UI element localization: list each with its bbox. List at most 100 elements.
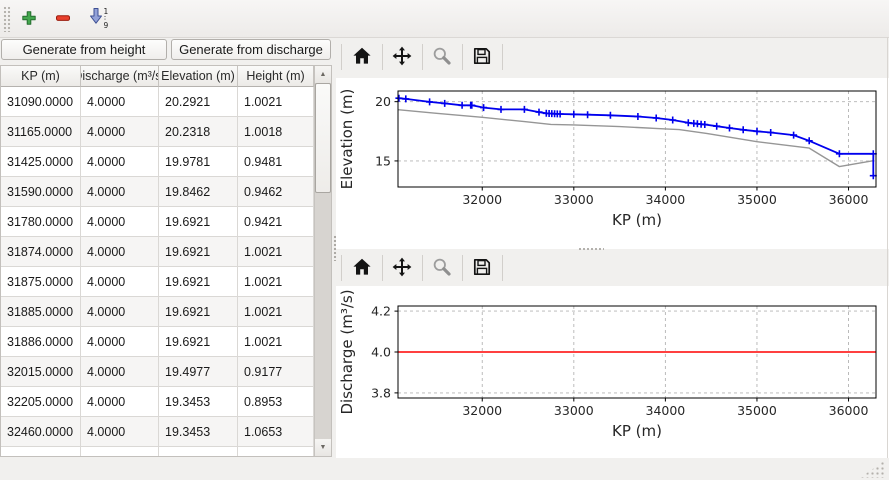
table-row[interactable]: 31874.0000 4.0000 19.6921 1.0021: [1, 237, 314, 267]
column-header[interactable]: KP (m): [1, 66, 81, 87]
table-cell[interactable]: 1.0021: [238, 267, 314, 297]
table-cell[interactable]: 4.0000: [81, 177, 159, 207]
table-cell[interactable]: 4.0000: [81, 357, 159, 387]
table-cell[interactable]: 4.0000: [81, 417, 159, 447]
table-row[interactable]: 31885.0000 4.0000 19.6921 1.0021: [1, 297, 314, 327]
table-cell[interactable]: 31885.0000: [1, 297, 81, 327]
table-row[interactable]: 32460.0000 4.0000 19.3453 1.0653: [1, 417, 314, 447]
table-cell[interactable]: 31875.0000: [1, 267, 81, 297]
table-cell[interactable]: 0.9177: [238, 357, 314, 387]
table-cell[interactable]: 4.0000: [81, 87, 159, 117]
separator: [502, 255, 503, 281]
table-cell: [238, 447, 314, 456]
table-cell[interactable]: 4.0000: [81, 237, 159, 267]
table-cell[interactable]: 20.2318: [159, 117, 238, 147]
table-cell[interactable]: 32015.0000: [1, 357, 81, 387]
table-cell[interactable]: 31780.0000: [1, 207, 81, 237]
table-cell[interactable]: 19.3453: [159, 387, 238, 417]
table-cell[interactable]: 1.0021: [238, 87, 314, 117]
table-cell[interactable]: 19.3453: [159, 417, 238, 447]
save-button[interactable]: [468, 42, 496, 72]
column-header[interactable]: Discharge (m³/s): [81, 66, 159, 87]
y-axis-label: Elevation (m): [338, 89, 356, 190]
table-cell[interactable]: 19.6921: [159, 207, 238, 237]
table-cell[interactable]: 19.6921: [159, 237, 238, 267]
x-tick-label: 32000: [462, 192, 502, 207]
right-panel-edge: [887, 37, 888, 458]
table-cell[interactable]: 4.0000: [81, 387, 159, 417]
discharge-chart-canvas[interactable]: 32000 33000 34000 35000 36000 3.8 4.0 4.2 KP (m)…: [336, 286, 889, 455]
table-cell[interactable]: 19.4977: [159, 357, 238, 387]
table-cell[interactable]: 4.0000: [81, 327, 159, 357]
table-cell[interactable]: 31590.0000: [1, 177, 81, 207]
table-row[interactable]: 31165.0000 4.0000 20.2318 1.0018: [1, 117, 314, 147]
table-cell[interactable]: 19.9781: [159, 147, 238, 177]
home-button[interactable]: [348, 253, 376, 283]
add-row-button[interactable]: [16, 6, 42, 32]
table-row[interactable]: 32205.0000 4.0000 19.3453 0.8953: [1, 387, 314, 417]
window-resize-grip[interactable]: [860, 461, 884, 478]
table-cell[interactable]: 0.8953: [238, 387, 314, 417]
pan-button[interactable]: [388, 253, 416, 283]
table-cell[interactable]: 31165.0000: [1, 117, 81, 147]
save-button[interactable]: [468, 253, 496, 283]
column-header[interactable]: Elevation (m): [159, 66, 238, 87]
table-row[interactable]: 32015.0000 4.0000 19.4977 0.9177: [1, 357, 314, 387]
table-row[interactable]: 31886.0000 4.0000 19.6921 1.0021: [1, 327, 314, 357]
elevation-plot-toolbar: [336, 39, 889, 79]
pan-icon: [392, 257, 412, 280]
table-vertical-scrollbar[interactable]: ▲ ▼: [314, 66, 331, 456]
table-cell[interactable]: 1.0021: [238, 327, 314, 357]
table-cell[interactable]: 0.9462: [238, 177, 314, 207]
remove-row-button[interactable]: [50, 6, 76, 32]
scroll-up-button[interactable]: ▲: [315, 66, 331, 83]
elevation-chart-canvas[interactable]: 32000 33000 34000 35000 36000 15 20 KP (m) Eleva…: [336, 78, 889, 246]
separator: [341, 255, 342, 281]
table-row[interactable]: 31590.0000 4.0000 19.8462 0.9462: [1, 177, 314, 207]
table-row[interactable]: 31425.0000 4.0000 19.9781 0.9481: [1, 147, 314, 177]
table-cell[interactable]: 20.2921: [159, 87, 238, 117]
table-cell[interactable]: 32205.0000: [1, 387, 81, 417]
table-cell[interactable]: 31886.0000: [1, 327, 81, 357]
zoom-button[interactable]: [428, 253, 456, 283]
save-icon: [472, 257, 492, 280]
table-cell[interactable]: 31090.0000: [1, 87, 81, 117]
table-cell[interactable]: 4.0000: [81, 117, 159, 147]
table-cell[interactable]: 1.0653: [238, 417, 314, 447]
table-row[interactable]: 31090.0000 4.0000 20.2921 1.0021: [1, 87, 314, 117]
table-cell[interactable]: 19.6921: [159, 327, 238, 357]
table-cell[interactable]: 19.6921: [159, 297, 238, 327]
table-cell[interactable]: 0.9481: [238, 147, 314, 177]
table-cell[interactable]: 4.0000: [81, 147, 159, 177]
table-cell[interactable]: 4.0000: [81, 297, 159, 327]
table-cell[interactable]: 19.8462: [159, 177, 238, 207]
scrollbar-thumb[interactable]: [315, 83, 331, 193]
table-cell[interactable]: 31425.0000: [1, 147, 81, 177]
table-cell[interactable]: 0.9421: [238, 207, 314, 237]
table-cell[interactable]: 1.0018: [238, 117, 314, 147]
column-header[interactable]: Height (m): [238, 66, 314, 87]
table-row[interactable]: 31875.0000 4.0000 19.6921 1.0021: [1, 267, 314, 297]
pan-button[interactable]: [388, 42, 416, 72]
table-row[interactable]: 31780.0000 4.0000 19.6921 0.9421: [1, 207, 314, 237]
table-cell[interactable]: 1.0021: [238, 237, 314, 267]
home-button[interactable]: [348, 42, 376, 72]
table-cell[interactable]: 32460.0000: [1, 417, 81, 447]
table-cell[interactable]: 31874.0000: [1, 237, 81, 267]
toolbar-drag-handle[interactable]: [3, 6, 11, 32]
sort-ascending-button[interactable]: 1 9: [84, 6, 114, 32]
generate-from-discharge-button[interactable]: Generate from discharge: [171, 39, 331, 60]
x-tick-label: 33000: [554, 403, 594, 418]
pan-icon: [392, 46, 412, 69]
figure-splitter-grip[interactable]: [578, 247, 604, 251]
generate-from-height-button[interactable]: Generate from height: [1, 39, 167, 60]
scrollbar-track[interactable]: [315, 83, 331, 439]
minus-icon: [55, 10, 71, 29]
table-cell[interactable]: 4.0000: [81, 207, 159, 237]
zoom-button[interactable]: [428, 42, 456, 72]
table-cell[interactable]: 19.6921: [159, 267, 238, 297]
scroll-down-button[interactable]: ▼: [315, 439, 331, 456]
table-cell[interactable]: 4.0000: [81, 267, 159, 297]
panel-splitter[interactable]: [332, 37, 338, 458]
table-cell[interactable]: 1.0021: [238, 297, 314, 327]
